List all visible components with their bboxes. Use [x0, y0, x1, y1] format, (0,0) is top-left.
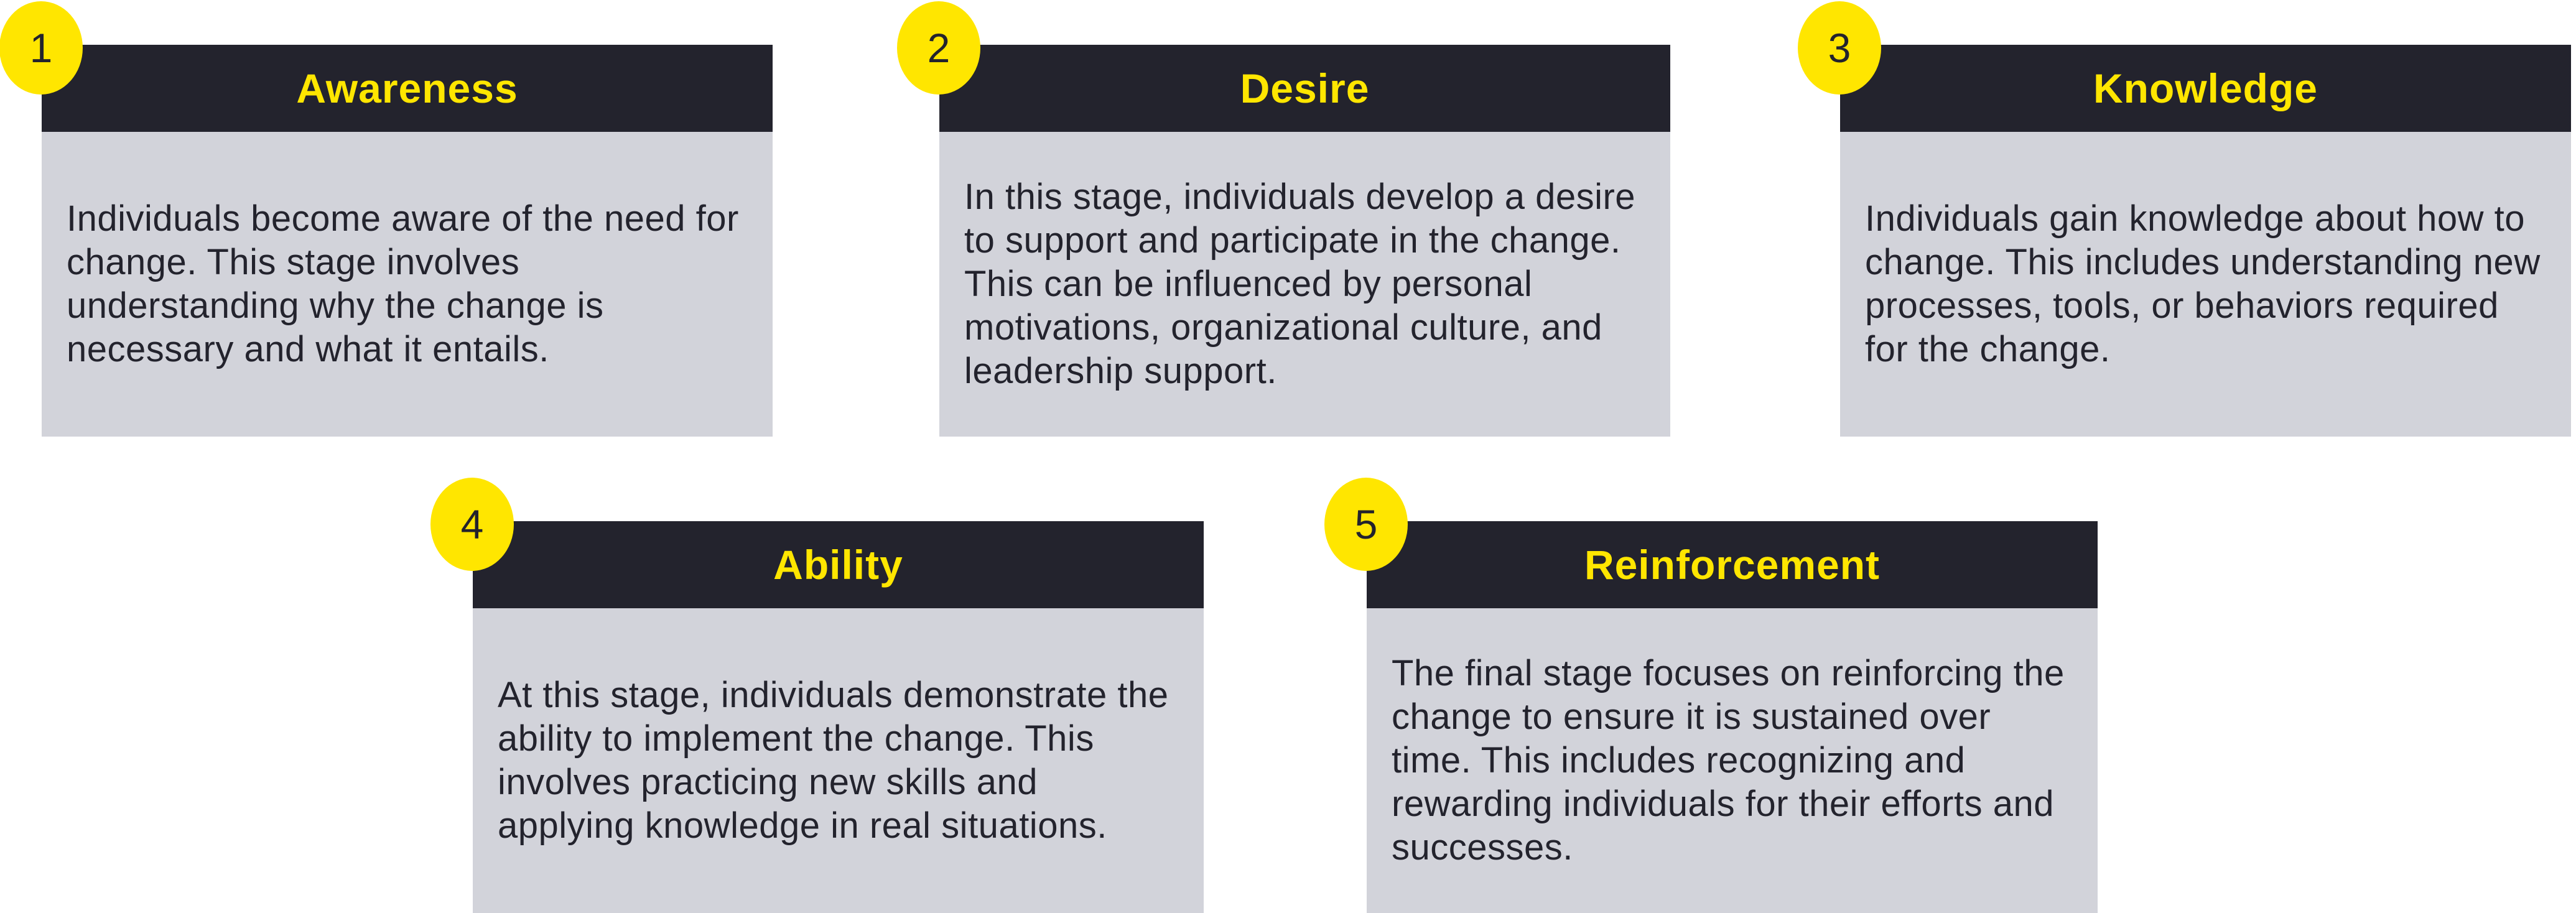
stage-header: Awareness	[42, 45, 773, 132]
stage-description: The final stage focuses on reinforcing t…	[1392, 653, 2065, 868]
stage-number: 3	[1828, 25, 1851, 71]
stage-number: 2	[927, 25, 951, 71]
stage-title: Desire	[1240, 65, 1370, 111]
stage-number-badge: 5	[1324, 478, 1408, 571]
stage-number-badge: 2	[897, 1, 980, 95]
stage-description: Individuals gain knowledge about how to …	[1865, 198, 2541, 369]
stage-body: In this stage, individuals develop a des…	[939, 132, 1670, 437]
stage-number: 4	[460, 501, 484, 547]
stage-number-badge: 4	[430, 478, 514, 571]
stage-number: 5	[1354, 501, 1378, 547]
stage-description: Individuals become aware of the need for…	[67, 198, 739, 369]
stage-title: Ability	[773, 542, 903, 588]
stage-header: Desire	[939, 45, 1670, 132]
stage-number: 1	[29, 25, 53, 71]
stage-body: At this stage, individuals demonstrate t…	[473, 608, 1204, 913]
stage-card-reinforcement: Reinforcement The final stage focuses on…	[1324, 478, 2098, 913]
stage-card-desire: Desire In this stage, individuals develo…	[897, 1, 1670, 437]
stage-number-badge: 1	[0, 1, 83, 95]
stage-header: Knowledge	[1840, 45, 2571, 132]
stage-card-ability: Ability At this stage, individuals demon…	[430, 478, 1204, 913]
stage-card-knowledge: Knowledge Individuals gain knowledge abo…	[1798, 1, 2571, 437]
stage-header: Reinforcement	[1367, 521, 2098, 608]
stage-card-awareness: Awareness Individuals become aware of th…	[0, 1, 773, 437]
stage-title: Awareness	[296, 65, 518, 111]
stage-title: Knowledge	[2093, 65, 2318, 111]
stage-description: In this stage, individuals develop a des…	[964, 177, 1636, 391]
stage-body: The final stage focuses on reinforcing t…	[1367, 608, 2098, 913]
stage-description: At this stage, individuals demonstrate t…	[498, 675, 1169, 846]
stage-body: Individuals become aware of the need for…	[42, 132, 773, 437]
stage-number-badge: 3	[1798, 1, 1881, 95]
stage-title: Reinforcement	[1584, 542, 1881, 588]
stage-header: Ability	[473, 521, 1204, 608]
stage-body: Individuals gain knowledge about how to …	[1840, 132, 2571, 437]
